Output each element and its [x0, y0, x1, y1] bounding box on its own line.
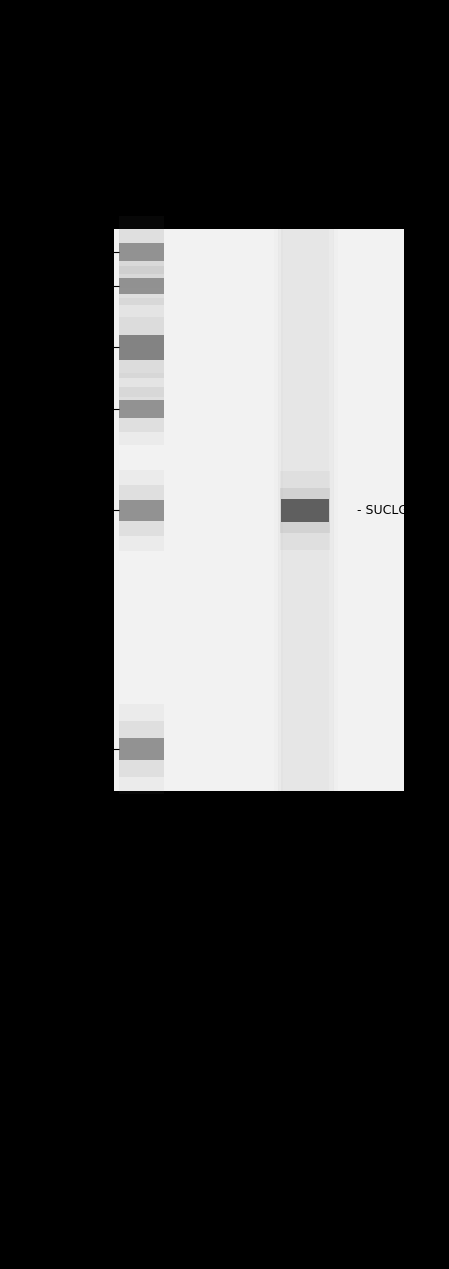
Bar	[281, 499, 329, 522]
Bar	[119, 335, 164, 360]
Text: - SUCLG1: - SUCLG1	[357, 504, 416, 516]
Text: 66: 66	[44, 402, 60, 416]
Bar	[119, 278, 164, 293]
Bar	[119, 216, 164, 288]
Bar	[280, 487, 330, 533]
Bar	[281, 230, 329, 792]
Bar	[119, 704, 164, 794]
Bar	[273, 230, 279, 792]
Text: 40: 40	[44, 504, 60, 516]
Bar	[119, 373, 164, 445]
Text: 12: 12	[44, 742, 60, 755]
Bar	[280, 471, 330, 549]
Bar	[119, 242, 164, 261]
Bar	[119, 470, 164, 551]
Text: 230: 230	[36, 245, 60, 259]
Bar	[119, 485, 164, 536]
Bar	[119, 230, 164, 274]
Bar	[119, 387, 164, 431]
Bar	[114, 230, 404, 792]
Text: 116: 116	[36, 341, 60, 354]
Bar	[333, 230, 338, 792]
Bar	[278, 230, 283, 792]
Bar	[119, 316, 164, 378]
Bar	[119, 298, 164, 397]
Bar	[119, 739, 164, 760]
Bar	[119, 721, 164, 778]
Bar	[119, 400, 164, 419]
Bar	[119, 500, 164, 520]
Bar	[329, 230, 334, 792]
Bar	[119, 266, 164, 306]
Bar	[119, 254, 164, 317]
Text: 180: 180	[36, 279, 60, 292]
